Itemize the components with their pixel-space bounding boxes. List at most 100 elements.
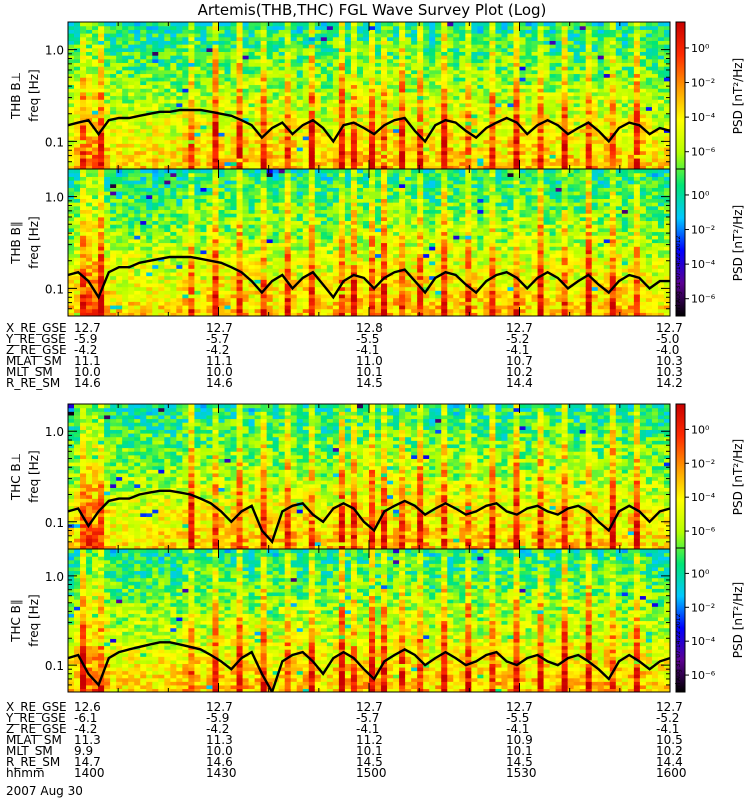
colorbar-tick-label: 10⁰ [691, 567, 710, 580]
colorbar-tick-label: 10⁻⁴ [691, 111, 716, 124]
spectrogram-panel-2: 0.1 1.0 freq [Hz] THB B∥ [9, 168, 671, 317]
ephemeris-value: 10.9 [506, 733, 533, 747]
ephemeris-value: -5.0 [656, 332, 680, 346]
ephemeris-label: MLT_SM [6, 744, 53, 758]
spectrogram-panel-3: 0.1 1.0 freq [Hz] THC B⊥ [9, 403, 671, 550]
ephemeris-value: 10.1 [356, 365, 383, 379]
y-tick-label: 1.0 [45, 191, 64, 205]
panel-component-label: THC B⊥ [9, 453, 23, 501]
ephemeris-value: 12.6 [74, 700, 101, 714]
colorbar-tick-label: 10⁻⁶ [691, 669, 716, 682]
ephemeris-value: 11.2 [356, 733, 383, 747]
ephemeris-label: X_RE_GSE [6, 700, 67, 714]
ephemeris-value: 12.7 [356, 700, 383, 714]
ephemeris-value: 12.7 [206, 321, 233, 335]
ephemeris-value: 14.4 [656, 755, 683, 769]
y-tick-label: 1.0 [45, 570, 64, 584]
ephemeris-label: Z_RE_GSE [6, 722, 67, 736]
ephemeris-value: 10.7 [506, 354, 533, 368]
colorbar-tick-label: 10⁰ [691, 42, 710, 55]
frequency-trace-line [68, 255, 670, 300]
colorbar-tick-label: 10⁻² [691, 457, 715, 470]
ephemeris-value: -5.5 [506, 711, 530, 725]
colorbar-tick-label: 10⁻⁴ [691, 491, 716, 504]
ephemeris-value: -5.7 [356, 711, 380, 725]
colorbar-tick-label: 10⁰ [691, 189, 710, 202]
ephemeris-value: 10.0 [206, 365, 233, 379]
ephemeris-value: 1530 [506, 766, 537, 780]
ephemeris-value: -5.5 [356, 332, 380, 346]
spectrogram-panel-1: 0.1 1.0 freq [Hz] THB B⊥ [9, 21, 671, 170]
ephemeris-value: 14.5 [356, 376, 383, 390]
ephemeris-value: 11.1 [206, 354, 233, 368]
y-tick-label: 1.0 [45, 425, 64, 439]
colorbar-label-thc-perp: PSD [nT²/Hz] [731, 439, 745, 515]
ephemeris-value: 10.0 [74, 365, 101, 379]
colorbar-tick-label: 10⁻⁶ [691, 525, 716, 538]
colorbar-tick-label: 10⁻⁴ [691, 258, 716, 271]
timestamp-thb: Fri Aug 31 07:14:22 2012 [675, 235, 682, 312]
spectrogram-panel-4: 0.1 1.0 freq [Hz] THC B∥ [9, 548, 671, 693]
panel-component-label: THB B∥ [9, 221, 23, 265]
ephemeris-value: 1430 [206, 766, 237, 780]
ephemeris-label: R_RE_SM [6, 755, 61, 769]
y-axis-label: freq [Hz] [27, 69, 41, 121]
ephemeris-value: 10.1 [356, 744, 383, 758]
ephemeris-value: 14.7 [74, 755, 101, 769]
ephemeris-value: 10.3 [656, 354, 683, 368]
ephemeris-value: 1400 [74, 766, 105, 780]
frequency-trace-line [68, 108, 670, 144]
ephemeris-value: 14.5 [506, 755, 533, 769]
ephemeris-value: 14.6 [206, 755, 233, 769]
ephemeris-value: -4.2 [206, 722, 230, 736]
y-axis-label: freq [Hz] [27, 450, 41, 502]
date-label: 2007 Aug 30 [6, 784, 83, 798]
spectrogram-cells [68, 169, 670, 316]
ephemeris-value: -5.2 [506, 332, 530, 346]
ephemeris-value: 14.6 [74, 376, 101, 390]
colorbar-thb: 10⁰ 10⁻² 10⁻⁴ 10⁻⁶ 10⁰ 10⁻² 10⁻⁴ 10⁻⁶ PSD [nT²/… [675, 21, 745, 317]
colorbar-tick-label: 10⁻⁶ [691, 293, 716, 306]
y-tick-label: 0.1 [45, 135, 64, 149]
colorbar-tick-label: 10⁻² [691, 77, 715, 90]
ephemeris-label: MLT_SM [6, 365, 53, 379]
spectrogram-cells [68, 549, 670, 692]
y-tick-label: 0.1 [45, 516, 64, 530]
ephemeris-value: -5.9 [206, 711, 230, 725]
ephemeris-value: -4.1 [506, 343, 530, 357]
frequency-trace-line [68, 489, 670, 545]
panel-component-label: THB B⊥ [9, 72, 23, 120]
ephemeris-value: 14.5 [356, 755, 383, 769]
ephemeris-value: -5.7 [206, 332, 230, 346]
colorbar-thc: 10⁰ 10⁻² 10⁻⁴ 10⁻⁶ 10⁰ 10⁻² 10⁻⁴ 10⁻⁶ PSD [nT²/… [675, 403, 745, 693]
ephemeris-value: -4.1 [356, 722, 380, 736]
ephemeris-value: -6.1 [74, 711, 98, 725]
colorbar-tick-label: 10⁻⁶ [691, 146, 716, 159]
colorbar-tick-label: 10⁻² [691, 601, 715, 614]
ephemeris-value: -4.2 [74, 722, 98, 736]
ephemeris-value: 10.1 [506, 744, 533, 758]
ephemeris-value: 11.3 [74, 733, 101, 747]
ephemeris-value: 9.9 [74, 744, 94, 758]
ephemeris-value: 1500 [356, 766, 387, 780]
ephemeris-value: 14.2 [656, 376, 683, 390]
colorbar-label-thb-perp: PSD [nT²/Hz] [731, 58, 745, 134]
ephemeris-label: Y_RE_GSE [6, 711, 66, 725]
y-tick-label: 0.1 [45, 282, 64, 296]
y-axis-label: freq [Hz] [27, 594, 41, 646]
y-tick-label: 0.1 [45, 659, 64, 673]
ephemeris-value: 12.7 [656, 321, 683, 335]
panel-component-label: THC B∥ [9, 599, 23, 643]
chart-title: Artemis(THB,THC) FGL Wave Survey Plot (L… [198, 1, 547, 19]
spectrogram-cells [68, 22, 670, 169]
ephemeris-value: 14.6 [206, 376, 233, 390]
ephemeris-value: 12.7 [206, 700, 233, 714]
y-tick-label: 1.0 [45, 44, 64, 58]
ephemeris-value: -4.1 [656, 722, 680, 736]
ephemeris-value: 12.7 [656, 700, 683, 714]
timestamp-thc: Fri Aug 31 07:14:22 2012 [675, 613, 682, 690]
ephemeris-value: -4.2 [74, 343, 98, 357]
ephemeris-value: 1600 [656, 766, 687, 780]
ephemeris-value: -4.1 [506, 722, 530, 736]
